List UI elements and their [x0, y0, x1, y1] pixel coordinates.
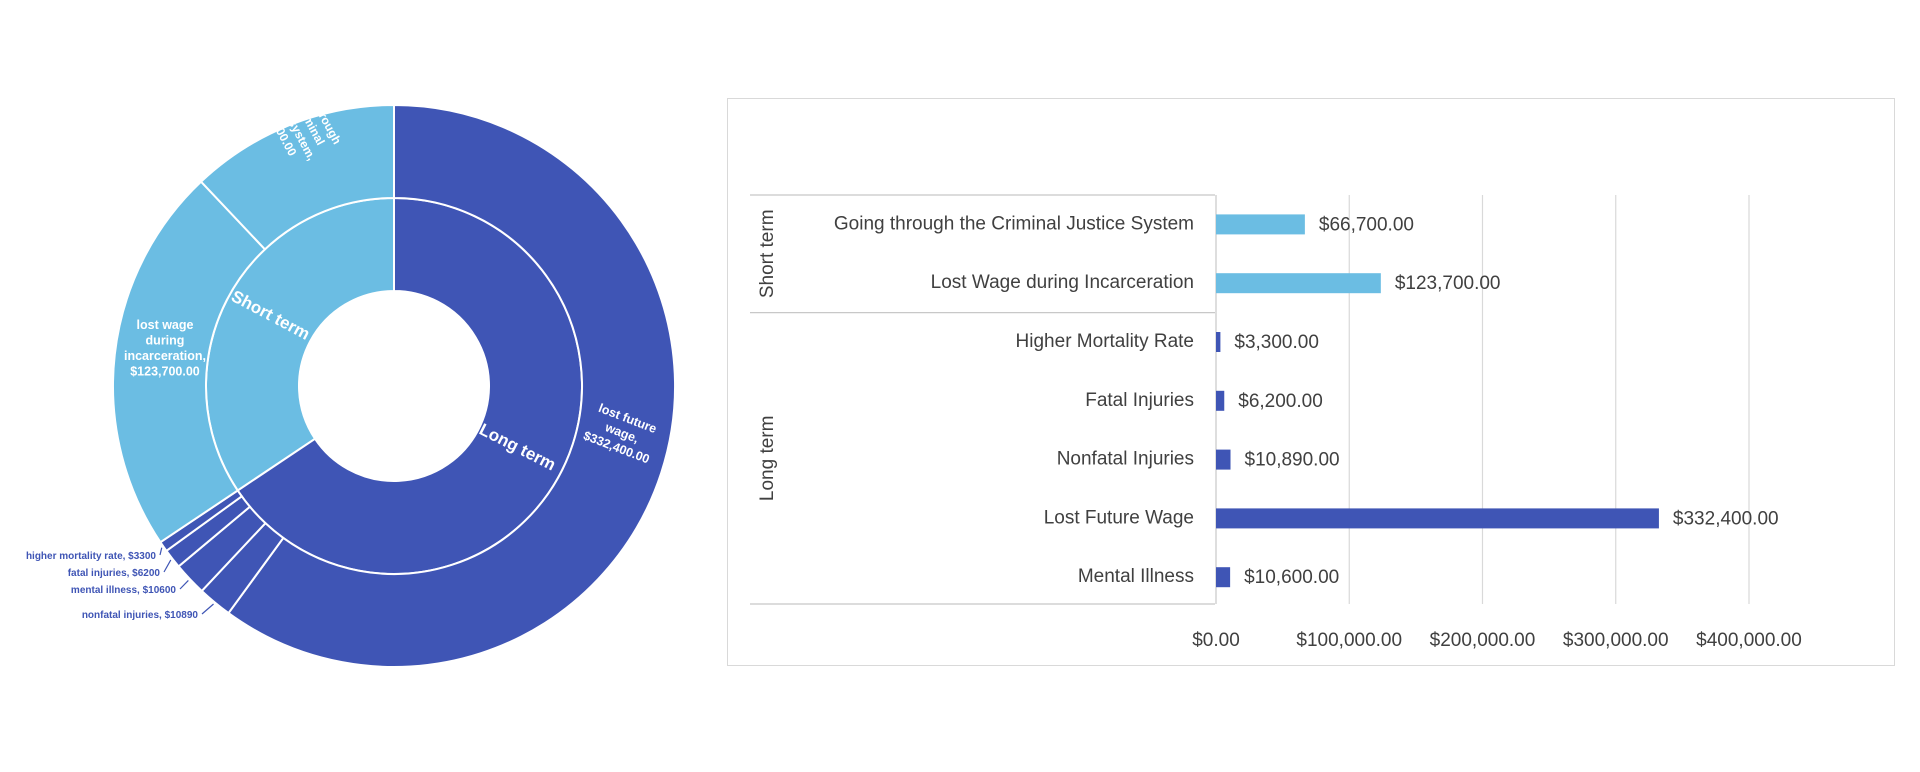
group-label: Long term	[757, 416, 778, 502]
category-label: Mental Illness	[1078, 566, 1194, 587]
callout-label: mental illness, $10600	[71, 585, 177, 596]
x-tick-label: $200,000.00	[1430, 630, 1536, 651]
data-label: $6,200.00	[1238, 391, 1323, 412]
category-label: Lost Future Wage	[1044, 507, 1194, 528]
category-label: Lost Wage during Incarceration	[931, 272, 1194, 293]
callout-line	[179, 580, 189, 590]
x-tick-label: $400,000.00	[1696, 630, 1802, 651]
data-label: $123,700.00	[1395, 273, 1501, 294]
callout-label: higher mortality rate, $3300	[26, 551, 156, 562]
data-label: $332,400.00	[1673, 508, 1779, 529]
category-label: Going through the Criminal Justice Syste…	[834, 213, 1194, 234]
bar	[1216, 332, 1221, 352]
group-label: Short term	[757, 209, 778, 298]
category-label: Fatal Injuries	[1085, 390, 1194, 411]
bar	[1216, 449, 1231, 470]
sunburst-slice-going-through-the-criminal-justice-system	[199, 103, 395, 251]
callout-line	[159, 547, 163, 556]
data-label: $10,890.00	[1245, 450, 1340, 471]
callout-line	[201, 603, 214, 615]
data-label: $3,300.00	[1234, 332, 1319, 353]
callout-label: nonfatal injuries, $10890	[82, 610, 199, 621]
bar	[1216, 273, 1381, 294]
x-tick-label: $300,000.00	[1563, 630, 1669, 651]
category-label: Nonfatal Injuries	[1057, 449, 1194, 470]
callout-label: fatal injuries, $6200	[68, 568, 161, 579]
sunburst-slice-label: lost wage during incarceration, $123,700.00	[124, 318, 206, 379]
bar	[1216, 567, 1231, 588]
sunburst-slice-lost-future-wage	[227, 103, 676, 668]
callout-line	[163, 559, 172, 573]
category-label: Higher Mortality Rate	[1016, 331, 1194, 352]
x-tick-label: $100,000.00	[1296, 630, 1402, 651]
x-tick-label: $0.00	[1192, 630, 1240, 651]
bar	[1216, 214, 1305, 235]
bar-chart-frame	[727, 98, 1895, 666]
data-label: $10,600.00	[1244, 567, 1339, 588]
sunburst-slice-lost-wage-during-incarceration	[112, 180, 267, 544]
bar	[1216, 390, 1225, 411]
data-label: $66,700.00	[1319, 214, 1414, 235]
bar	[1216, 508, 1659, 529]
